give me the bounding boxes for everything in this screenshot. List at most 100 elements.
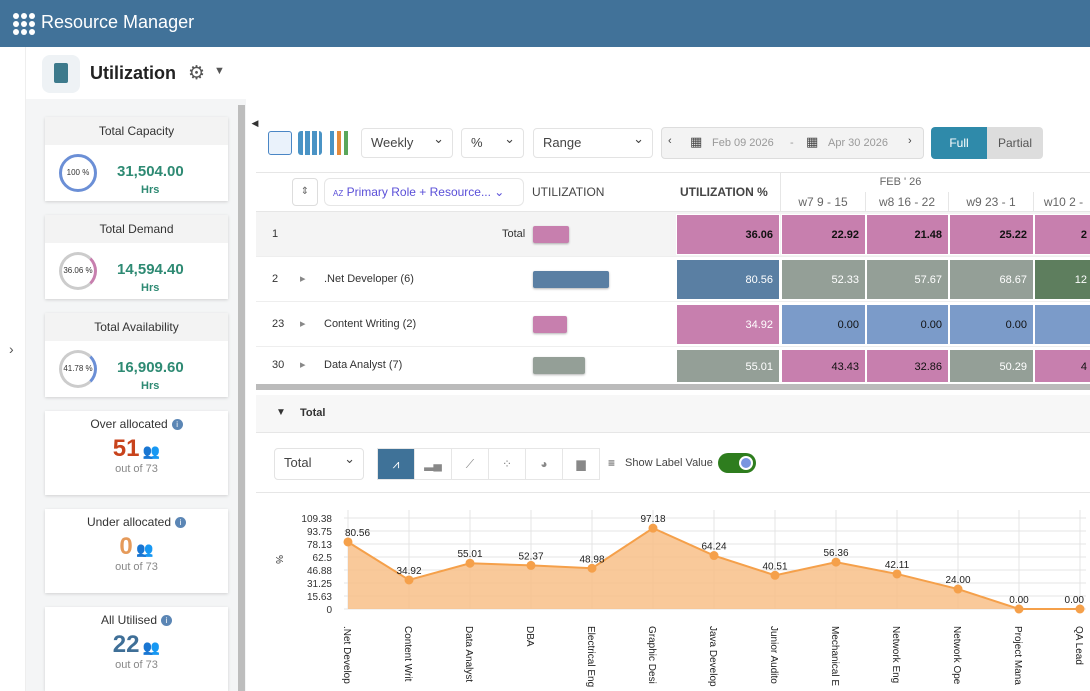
calendar-icon[interactable]: ▦ — [806, 134, 819, 149]
week-header[interactable]: w10 2 - — [1033, 192, 1090, 212]
date-separator: - — [790, 137, 794, 149]
chart-view-icon[interactable] — [327, 131, 351, 155]
week-cell[interactable]: 0.00 — [866, 304, 949, 345]
apps-grid-icon[interactable] — [13, 13, 35, 35]
week-cell[interactable]: 52.33 — [781, 259, 866, 300]
partial-toggle[interactable]: Partial — [987, 127, 1043, 159]
week-cell[interactable]: 21.48 — [866, 214, 949, 255]
over-allocated-card[interactable]: Over allocated i 51 👥 out of 73 — [45, 411, 228, 495]
expand-row-icon[interactable]: ▸ — [300, 272, 306, 285]
total-availability-card: Total Availability 41.78 % 16,909.60 Hrs — [45, 313, 228, 397]
week-cell[interactable]: 32.86 — [866, 349, 949, 383]
gear-icon[interactable]: ⚙ — [188, 63, 206, 84]
utilization-pct-cell[interactable]: 80.56 — [676, 259, 780, 300]
date-range-picker[interactable]: ‹ ▦ Feb 09 2026 - ▦ Apr 30 2026 › — [661, 127, 924, 159]
utilization-bar — [533, 357, 585, 374]
data-point — [1075, 604, 1085, 614]
az-sort-icon: AZ — [333, 189, 344, 198]
utilization-pct-cell[interactable]: 36.06 — [676, 214, 780, 255]
row-index: 2 — [272, 272, 279, 285]
week-cell[interactable]: 50.29 — [949, 349, 1034, 383]
caret-down-icon[interactable]: ▼ — [214, 65, 225, 77]
week-cell[interactable]: 4 — [1034, 349, 1090, 383]
utilization-pct-cell[interactable]: 34.92 — [676, 304, 780, 345]
show-label-toggle[interactable] — [718, 453, 756, 473]
table-row[interactable] — [256, 257, 1090, 302]
period-select[interactable]: Weekly — [361, 128, 453, 158]
left-rail: › — [0, 47, 26, 691]
info-icon[interactable]: i — [175, 517, 187, 528]
week-cell[interactable]: 57.67 — [866, 259, 949, 300]
people-icon: 👥 — [142, 639, 161, 655]
pie-chart-icon[interactable]: ◕ — [525, 448, 563, 480]
card-title: Total Demand — [45, 215, 228, 243]
week-header[interactable]: w9 23 - 1 — [948, 192, 1033, 212]
expand-chevron-icon[interactable]: › — [9, 341, 14, 357]
full-toggle[interactable]: Full — [931, 127, 987, 159]
data-label: 97.18 — [640, 514, 665, 525]
chart-section-header[interactable]: ▼ Total — [256, 395, 1090, 433]
bar-chart-icon[interactable]: ▂▄ — [414, 448, 452, 480]
card-title: Over allocated — [90, 417, 168, 431]
under-allocated-card[interactable]: Under allocated i 0 👥 out of 73 — [45, 509, 228, 593]
week-cell[interactable]: 68.67 — [949, 259, 1034, 300]
x-tick-label: Mechanical E — [829, 626, 840, 686]
panel-splitter[interactable] — [238, 105, 245, 691]
week-cell[interactable]: 43.43 — [781, 349, 866, 383]
unit-select[interactable]: % — [461, 128, 524, 158]
range-select[interactable]: Range — [533, 128, 653, 158]
week-cell[interactable]: 25.22 — [949, 214, 1034, 255]
y-tick-label: 62.5 — [313, 553, 333, 564]
all-utilised-card[interactable]: All Utilised i 22 👥 out of 73 — [45, 607, 228, 691]
utilization-pct-cell[interactable]: 55.01 — [676, 349, 780, 383]
table-row[interactable] — [256, 302, 1090, 347]
date-from[interactable]: Feb 09 2026 — [712, 137, 774, 149]
horizontal-scrollbar[interactable] — [256, 384, 1090, 390]
week-cell[interactable]: 0.00 — [949, 304, 1034, 345]
area-chart-icon[interactable]: ⩘ — [377, 448, 415, 480]
y-tick-label: 15.63 — [307, 592, 332, 603]
week-header[interactable]: w7 9 - 15 — [780, 192, 865, 212]
scatter-chart-icon[interactable]: ⁘ — [488, 448, 526, 480]
x-tick-label: Network Eng — [890, 626, 901, 683]
col-utilization[interactable]: UTILIZATION — [532, 185, 605, 199]
grid-chart-view-icon[interactable] — [268, 131, 292, 155]
line-chart-icon[interactable]: ⟋ — [451, 448, 489, 480]
week-header[interactable]: w8 16 - 22 — [865, 192, 948, 212]
week-cell[interactable]: 12 — [1034, 259, 1090, 300]
week-cell[interactable]: 0.00 — [781, 304, 866, 345]
area-fill — [348, 528, 1080, 609]
group-by-select[interactable]: AZ Primary Role + Resource... ⌄ — [324, 178, 524, 206]
x-tick-label: Project Mana — [1012, 626, 1023, 685]
under-count: 0 — [119, 533, 133, 560]
prev-icon[interactable]: ‹ — [668, 135, 672, 147]
next-icon[interactable]: › — [908, 135, 912, 147]
date-to[interactable]: Apr 30 2026 — [828, 137, 888, 149]
summary-panel: Total Capacity 100 % 31,504.00 Hrs Total… — [26, 99, 246, 691]
info-icon[interactable]: i — [161, 615, 172, 626]
collapse-caret-icon[interactable]: ▼ — [276, 407, 286, 418]
availability-value: 16,909.60 — [117, 359, 184, 376]
x-tick-label: Electrical Eng — [585, 626, 596, 687]
x-tick-label: Java Develop — [707, 626, 718, 687]
week-cell[interactable]: 2 — [1034, 214, 1090, 255]
all-count: 22 — [112, 631, 140, 658]
series-select[interactable]: Total — [274, 448, 364, 480]
data-point — [709, 551, 719, 561]
collapse-left-icon[interactable]: ◀ — [246, 105, 264, 141]
data-point — [770, 570, 780, 580]
data-label: 40.51 — [762, 561, 787, 572]
week-cell[interactable] — [1034, 304, 1090, 345]
expand-row-icon[interactable]: ▸ — [300, 359, 306, 371]
expand-row-icon[interactable]: ▸ — [300, 317, 306, 330]
data-point — [953, 584, 963, 594]
data-point — [465, 558, 475, 568]
stacked-area-icon[interactable]: ▆ — [562, 448, 600, 480]
sort-icon[interactable]: ⇕ — [292, 178, 318, 206]
week-cell[interactable]: 22.92 — [781, 214, 866, 255]
col-utilization-pct[interactable]: UTILIZATION % — [680, 185, 768, 199]
info-icon[interactable]: i — [171, 419, 183, 430]
calendar-icon[interactable]: ▦ — [690, 134, 703, 149]
grid-view-icon[interactable] — [298, 131, 322, 155]
card-title: Total Availability — [45, 313, 228, 341]
